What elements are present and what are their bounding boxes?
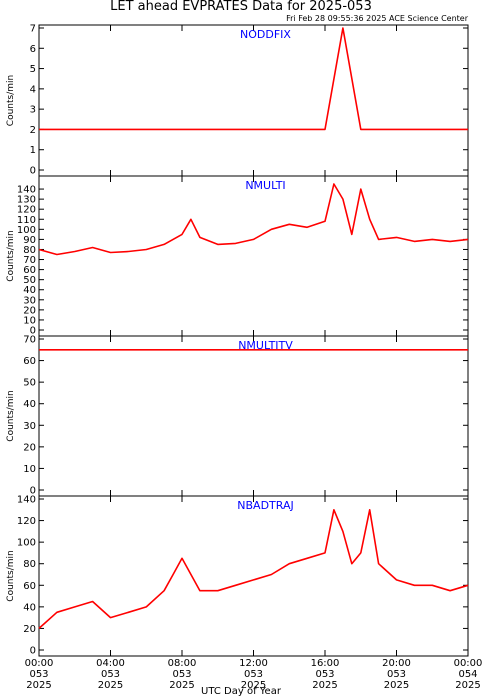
y-tick-label: 120 [17,516,36,527]
y-tick-label: 40 [23,399,36,410]
y-tick-label: 50 [23,275,36,286]
y-tick-label: 100 [17,538,36,549]
series-line [38,183,469,256]
y-tick-label: 0 [30,326,36,337]
panel-frame [38,495,469,657]
x-tick-label: 2025 [169,680,194,691]
y-tick-label: 1 [30,145,36,156]
y-tick-label: 20 [23,624,36,635]
y-tick-label: 4 [30,84,36,95]
x-tick-label: 04:00 [96,658,125,669]
x-tick-label: 00:00 [454,658,482,669]
panel-frame [38,175,469,337]
panel-label: NBADTRAJ [237,499,293,512]
y-tick-label: 140 [17,185,36,196]
panel-label: NMULTI [245,179,285,192]
y-tick-label: 70 [23,255,36,266]
timestamp: Fri Feb 28 09:55:36 2025 ACE Science Cen… [286,14,468,23]
y-tick-label: 60 [23,265,36,276]
y-tick-label: 20 [23,442,36,453]
y-axis-label: Counts/min [6,390,16,441]
x-tick-label: 08:00 [168,658,197,669]
x-tick-label: 20:00 [382,658,411,669]
x-tick-label: 053 [244,669,263,680]
panel-frame [38,335,469,497]
y-tick-label: 0 [30,646,36,657]
y-tick-label: 0 [30,486,36,497]
y-tick-label: 40 [23,602,36,613]
x-tick-label: 053 [29,669,48,680]
y-tick-label: 30 [23,421,36,432]
y-tick-label: 3 [30,105,36,116]
x-tick-label: 053 [387,669,406,680]
y-tick-label: 30 [23,295,36,306]
y-axis-label: Counts/min [6,75,16,126]
y-tick-label: 100 [17,225,36,236]
x-tick-label: 053 [315,669,334,680]
panel-label: NMULTITV [238,339,293,352]
y-tick-label: 7 [30,24,36,35]
x-tick-label: 12:00 [239,658,268,669]
x-tick-label: 053 [101,669,120,680]
y-tick-label: 80 [23,245,36,256]
x-tick-label: 054 [458,669,477,680]
y-tick-label: 10 [23,464,36,475]
x-tick-label: 00:00 [25,658,54,669]
y-tick-label: 140 [17,495,36,506]
y-axis-label: Counts/min [6,230,16,281]
y-tick-label: 80 [23,559,36,570]
y-tick-label: 20 [23,305,36,316]
y-tick-label: 60 [23,581,36,592]
y-tick-label: 70 [23,335,36,346]
y-tick-label: 110 [17,215,36,226]
y-tick-label: 5 [30,64,36,75]
x-tick-label: 2025 [98,680,123,691]
y-tick-label: 90 [23,235,36,246]
y-tick-label: 10 [23,315,36,326]
x-tick-label: 2025 [241,680,266,691]
x-tick-label: 053 [172,669,191,680]
y-tick-label: 130 [17,195,36,206]
panel-frame [38,24,469,177]
y-axis-label: Counts/min [6,550,16,601]
y-tick-label: 6 [30,44,36,55]
x-tick-label: 2025 [384,680,409,691]
y-tick-label: 40 [23,285,36,296]
x-tick-label: 16:00 [311,658,340,669]
y-tick-label: 0 [30,166,36,177]
y-tick-label: 50 [23,378,36,389]
y-tick-label: 60 [23,356,36,367]
x-tick-label: 2025 [312,680,337,691]
x-tick-label: 2025 [26,680,51,691]
x-tick-label: 2025 [455,680,480,691]
y-tick-label: 120 [17,205,36,216]
series-line [38,509,469,629]
y-tick-label: 2 [30,125,36,136]
page-title: LET ahead EVPRATES Data for 2025-053 [110,0,372,14]
series-line [39,27,468,131]
x-axis-title: UTC Day of Year [201,686,281,697]
panel-label: NODDFIX [240,28,291,41]
